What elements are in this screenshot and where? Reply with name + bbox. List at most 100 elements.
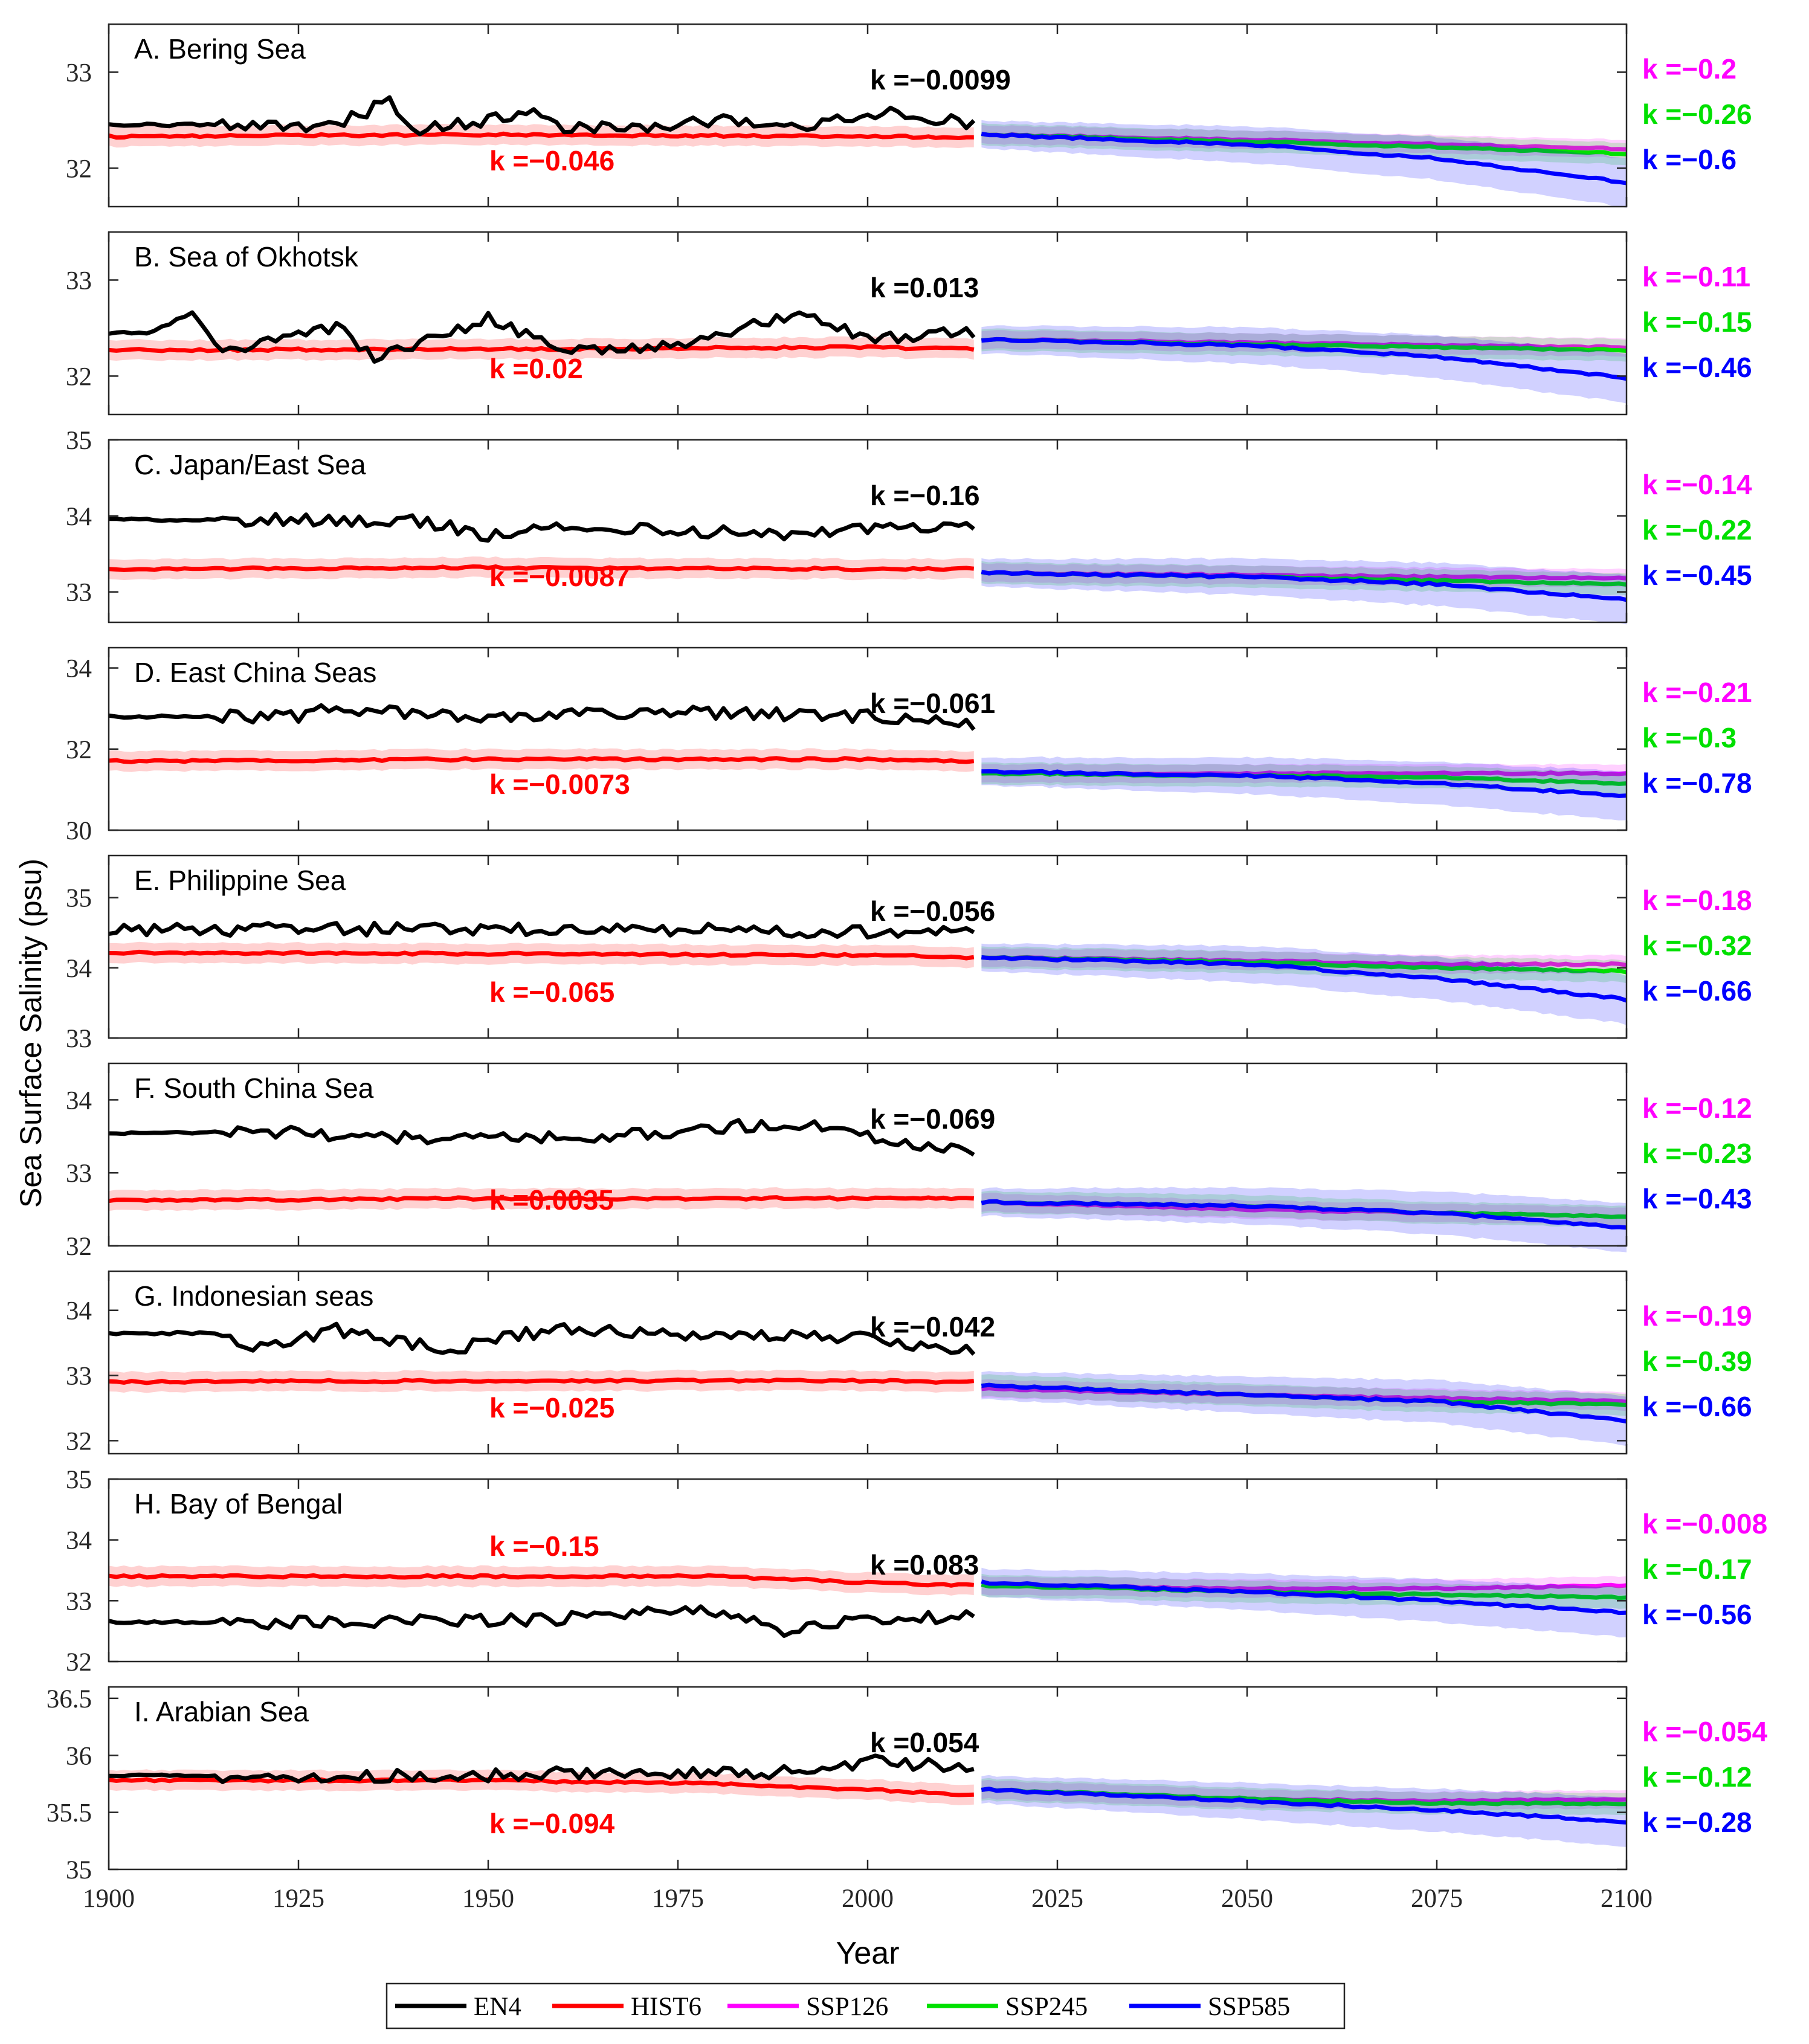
series-line-en4 [108,310,976,364]
x-tick-label: 1900 [83,1884,135,1913]
series-line-ssp585 [981,570,1627,602]
legend-item-hist6: HIST6 [552,1993,701,2021]
y-tick-label: 32 [66,1427,92,1456]
series-line-hist6 [108,131,974,140]
plot-area [109,1479,1627,1662]
k-label-hist: k =−0.065 [489,976,614,1008]
plot-area [109,232,1627,414]
x-tick-label: 2100 [1601,1884,1653,1913]
k-label-en4: k =−0.056 [870,895,995,927]
k-label-ssp245: k =−0.32 [1642,930,1752,961]
k-label-ssp585: k =−0.6 [1642,144,1736,175]
x-tick-label: 1950 [462,1884,514,1913]
x-tick-label: 2050 [1221,1884,1273,1913]
series-line-en4 [108,703,976,731]
panels-group: 32 33 A. Bering Sea k =−0.0099 k =−0.046 k =−… [47,23,1768,1913]
k-label-ssp126: k =−0.14 [1642,469,1752,500]
series-line-ssp585 [981,1199,1627,1230]
band-ssp245 [981,1778,1627,1816]
series-line-hist6 [108,1377,975,1385]
panel-title: I. Arabian Sea [134,1696,309,1727]
legend-label: EN4 [474,1993,521,2021]
k-label-ssp245: k =−0.23 [1642,1138,1752,1169]
k-label-hist: k =−0.094 [489,1808,615,1839]
k-label-ssp126: k =−0.054 [1642,1716,1768,1747]
x-tick-label: 1925 [272,1884,324,1913]
series-line-ssp585 [981,1579,1627,1616]
y-tick-label: 32 [66,1233,92,1261]
legend: EN4 HIST6 SSP126 SSP245 SSP585 [385,1982,1346,2029]
legend-label: HIST6 [631,1993,701,2021]
plot-area [109,1271,1627,1454]
k-label-ssp585: k =−0.66 [1642,975,1752,1007]
y-tick-label: 30 [66,817,92,845]
k-label-en4: k =−0.16 [870,480,980,511]
y-tick-label: 33 [66,1159,92,1188]
panel-6: 32 33 34 F. South China Sea k =−0.069 k =0.00… [66,1062,1752,1261]
series-line-en4 [108,920,975,940]
y-tick-label: 34 [66,655,92,683]
panel-2: 32 33 B. Sea of Okhotsk k =0.013 k =0.02 k =−… [66,231,1752,416]
y-tick-label: 36.5 [47,1685,92,1714]
k-label-ssp126: k =−0.18 [1642,885,1752,916]
y-tick-label: 35 [66,885,92,913]
panel-title: B. Sea of Okhotsk [134,241,359,272]
k-label-ssp585: k =−0.45 [1642,559,1752,591]
plot-area [109,1063,1627,1246]
legend-item-ssp126: SSP126 [727,1993,888,2021]
panel-5: 33 34 35 E. Philippine Sea k =−0.056 k =−0.06… [66,854,1752,1053]
legend-item-en4: EN4 [395,1993,521,2021]
k-label-hist: k =−0.025 [489,1392,614,1423]
band-ssp585 [981,943,1627,1025]
k-label-ssp585: k =−0.66 [1642,1391,1752,1422]
panel-title: A. Bering Sea [134,33,306,65]
legend-label: SSP126 [806,1993,888,2021]
band-ssp585 [981,325,1627,404]
band-hist6 [109,1565,974,1596]
panel-title: H. Bay of Bengal [134,1488,343,1520]
k-label-en4: k =−0.0099 [870,64,1011,95]
k-label-ssp126: k =−0.19 [1642,1300,1752,1332]
k-label-ssp585: k =−0.56 [1642,1599,1752,1630]
k-label-ssp126: k =−0.21 [1642,677,1752,708]
k-label-en4: k =−0.069 [870,1103,995,1135]
y-tick-label: 33 [66,59,92,87]
plot-area [109,648,1627,830]
panel-title: F. South China Sea [134,1072,374,1104]
y-tick-label: 35 [66,427,92,455]
panel-9: 1900 1925 1950 1975 2000 2025 2050 2075 2100 35 35… [47,1685,1768,1913]
k-label-hist: k =−0.0087 [489,561,630,592]
y-tick-label: 33 [66,579,92,607]
y-tick-label: 33 [66,1025,92,1053]
y-tick-label: 35 [66,1466,92,1494]
series-line-en4 [108,95,976,137]
series-line-en4 [108,1118,975,1157]
series-line-hist6 [108,564,975,573]
k-label-hist: k =−0.046 [489,145,614,176]
series-line-en4 [108,1321,976,1356]
series-line-ssp585 [981,131,1627,185]
y-tick-label: 35 [66,1856,92,1884]
series-line-ssp585 [981,1787,1627,1825]
k-label-ssp126: k =−0.12 [1642,1092,1752,1124]
panel-8: 32 33 34 35 H. Bay of Bengal k =0.083 k =−0.15… [66,1466,1767,1677]
k-label-ssp245: k =−0.15 [1642,306,1752,338]
k-label-hist: k =0.0035 [489,1184,614,1216]
y-tick-label: 32 [66,363,92,391]
series-line-ssp585 [981,769,1627,798]
k-label-hist: k =−0.15 [489,1530,599,1562]
k-label-hist: k =0.02 [489,353,583,384]
panel-title: G. Indonesian seas [134,1280,373,1312]
k-label-en4: k =−0.042 [870,1311,995,1343]
series-line-en4 [108,512,975,543]
k-label-ssp585: k =−0.28 [1642,1807,1752,1838]
k-label-ssp245: k =−0.39 [1642,1346,1752,1377]
y-tick-label: 34 [66,1527,92,1555]
plot-area [109,856,1627,1038]
k-label-ssp126: k =−0.2 [1642,53,1736,85]
k-label-ssp585: k =−0.78 [1642,767,1752,799]
k-label-ssp585: k =−0.46 [1642,352,1752,383]
x-axis-label: Year [836,1936,899,1971]
k-label-en4: k =0.054 [870,1727,979,1758]
